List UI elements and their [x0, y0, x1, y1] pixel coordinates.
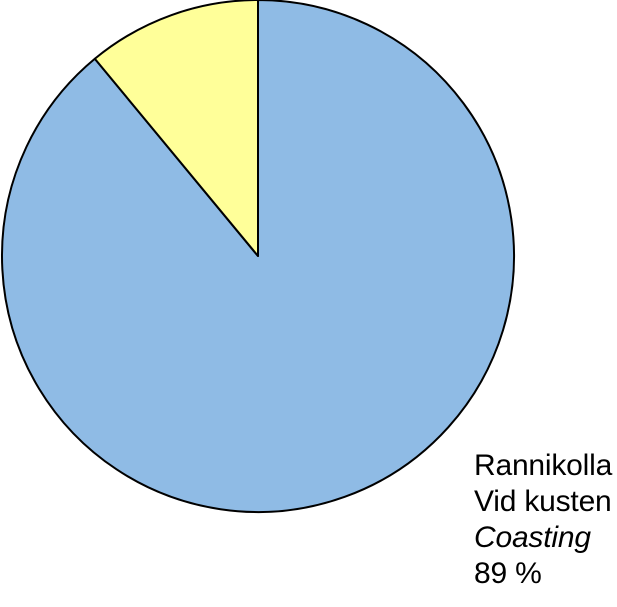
pie-slice-other [93, 0, 259, 257]
label-english: Coasting [474, 521, 591, 554]
coasting-slice-label: Rannikolla Vid kusten Coasting 89 % [474, 448, 612, 592]
label-swedish: Vid kusten [474, 485, 612, 518]
label-finnish: Rannikolla [474, 449, 613, 482]
label-percent: 89 % [474, 557, 542, 590]
